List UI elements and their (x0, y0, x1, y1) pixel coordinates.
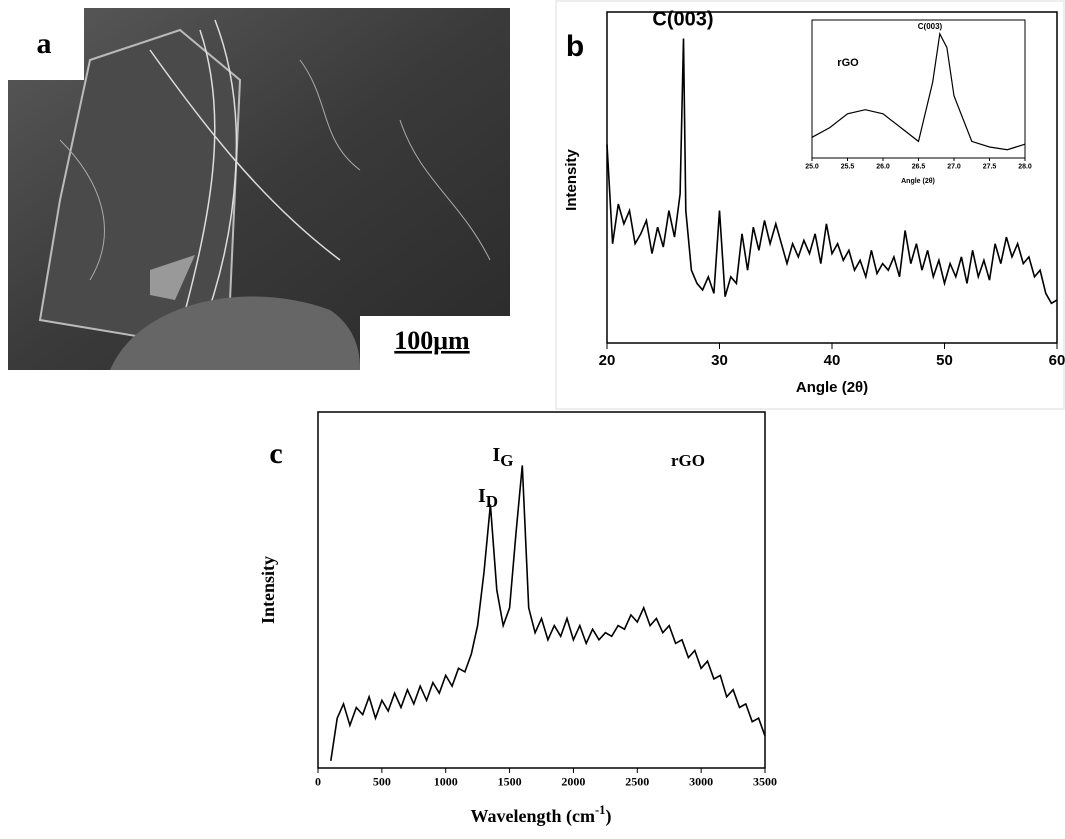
x-axis-label: Angle (2θ) (901, 178, 935, 185)
annotation: C(003) (652, 8, 713, 30)
x-tick-label: 25.5 (841, 163, 855, 170)
x-tick-label: 27.0 (947, 163, 961, 170)
x-axis-label: Wavelength (cm-1) (471, 803, 612, 827)
x-tick-label: 1500 (498, 774, 522, 788)
annotation: rGO (837, 57, 859, 69)
x-tick-label: 30 (711, 352, 728, 369)
x-tick-label: 26.5 (912, 163, 926, 170)
data-line (606, 38, 1058, 305)
x-tick-label: 28.0 (1018, 163, 1032, 170)
x-axis-label: Angle (2θ) (796, 379, 868, 396)
x-tick-label: 500 (373, 774, 391, 788)
plot-frame (317, 411, 766, 769)
x-tick-label: 25.0 (805, 163, 819, 170)
x-tick-label: 2000 (561, 774, 585, 788)
x-tick-label: 0 (315, 774, 321, 788)
panel-frame (555, 0, 1065, 410)
x-tick-label: 20 (599, 352, 616, 369)
flake (150, 255, 195, 300)
x-tick-label: 60 (1049, 352, 1065, 369)
scale-bar-label: 100μm (394, 326, 470, 355)
y-axis-label: Intensity (258, 556, 278, 624)
x-axis-label-text: Wavelength (cm (471, 806, 595, 827)
x-tick-label: 3500 (753, 774, 777, 788)
x-tick-label: 40 (824, 352, 841, 369)
x-tick-label: 50 (936, 352, 953, 369)
x-axis-label-sup: -1 (595, 803, 606, 817)
panel-label: a (37, 27, 52, 60)
data-line (330, 465, 766, 762)
wrinkles (59, 59, 491, 281)
annotation-sub: D (486, 492, 498, 511)
particle (110, 296, 360, 370)
wrinkles (149, 19, 341, 336)
plot-frame (811, 19, 1026, 159)
annotation-sub: G (500, 451, 513, 470)
x-tick-label: 26.0 (876, 163, 890, 170)
label-box (8, 8, 84, 80)
sem-image: a 100μm (8, 8, 510, 370)
panel-label: c (269, 437, 282, 470)
annotation-text: I (492, 444, 500, 466)
annotation: ID (478, 485, 498, 511)
y-axis-label: Intensity (563, 149, 580, 211)
scale-box (360, 316, 510, 370)
annotation-text: rGO (671, 451, 705, 470)
x-axis-label-end: ) (605, 806, 611, 827)
annotation: C(003) (918, 22, 943, 31)
x-tick-label: 1000 (434, 774, 458, 788)
annotation-text: I (478, 485, 486, 507)
x-tick-label: 3000 (689, 774, 713, 788)
x-tick-label: 27.5 (983, 163, 997, 170)
panel-label: b (566, 30, 584, 63)
data-line (811, 31, 1026, 151)
x-tick-label: 2500 (625, 774, 649, 788)
annotation: rGO (671, 451, 705, 470)
annotation: IG (492, 444, 513, 470)
